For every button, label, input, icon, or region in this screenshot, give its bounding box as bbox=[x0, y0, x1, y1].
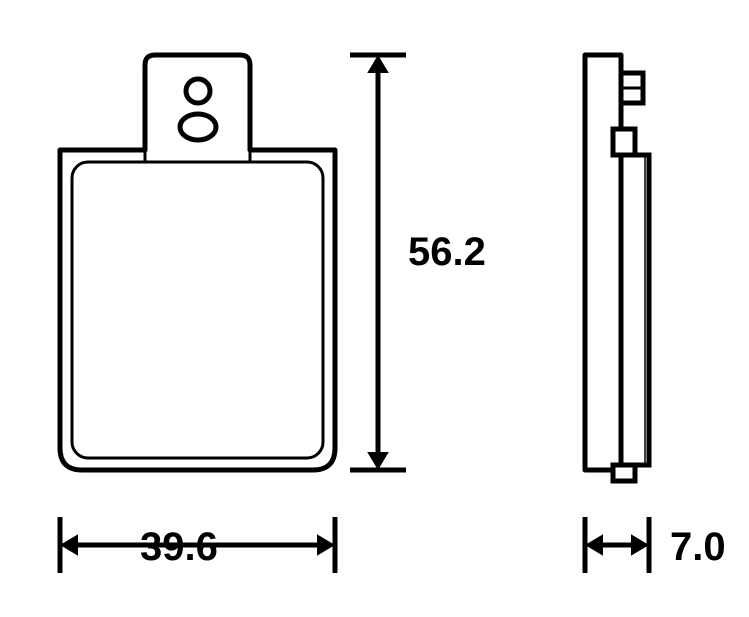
diagram-stage: 56.2 39.6 7.0 bbox=[0, 0, 749, 617]
dimension-height-label: 56.2 bbox=[408, 230, 486, 275]
dimension-thickness-label: 7.0 bbox=[670, 525, 726, 570]
dimension-lines bbox=[0, 0, 749, 617]
dimension-width-label: 39.6 bbox=[140, 525, 218, 570]
